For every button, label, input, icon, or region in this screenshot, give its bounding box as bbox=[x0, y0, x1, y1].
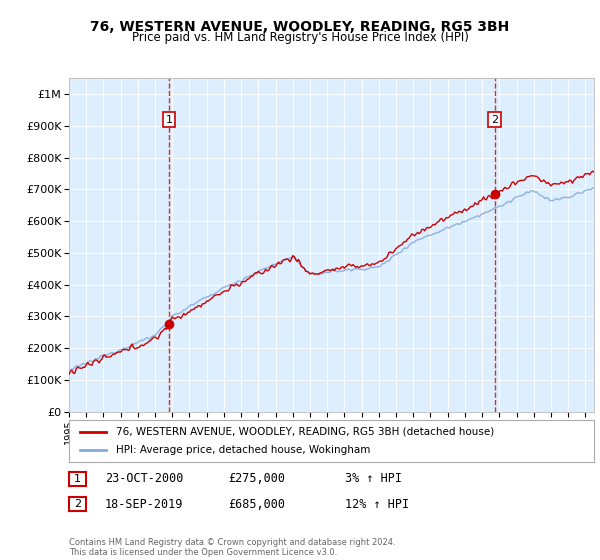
Text: Contains HM Land Registry data © Crown copyright and database right 2024.
This d: Contains HM Land Registry data © Crown c… bbox=[69, 538, 395, 557]
Text: 76, WESTERN AVENUE, WOODLEY, READING, RG5 3BH (detached house): 76, WESTERN AVENUE, WOODLEY, READING, RG… bbox=[116, 427, 494, 437]
Text: £275,000: £275,000 bbox=[228, 472, 285, 486]
Text: 23-OCT-2000: 23-OCT-2000 bbox=[105, 472, 184, 486]
Text: HPI: Average price, detached house, Wokingham: HPI: Average price, detached house, Woki… bbox=[116, 445, 371, 455]
Text: Price paid vs. HM Land Registry's House Price Index (HPI): Price paid vs. HM Land Registry's House … bbox=[131, 31, 469, 44]
Text: 3% ↑ HPI: 3% ↑ HPI bbox=[345, 472, 402, 486]
Text: 2: 2 bbox=[491, 115, 498, 125]
Text: 1: 1 bbox=[166, 115, 173, 125]
Text: 2: 2 bbox=[74, 499, 81, 509]
Text: 76, WESTERN AVENUE, WOODLEY, READING, RG5 3BH: 76, WESTERN AVENUE, WOODLEY, READING, RG… bbox=[91, 20, 509, 34]
Text: £685,000: £685,000 bbox=[228, 497, 285, 511]
Text: 18-SEP-2019: 18-SEP-2019 bbox=[105, 497, 184, 511]
Text: 12% ↑ HPI: 12% ↑ HPI bbox=[345, 497, 409, 511]
Text: 1: 1 bbox=[74, 474, 81, 484]
